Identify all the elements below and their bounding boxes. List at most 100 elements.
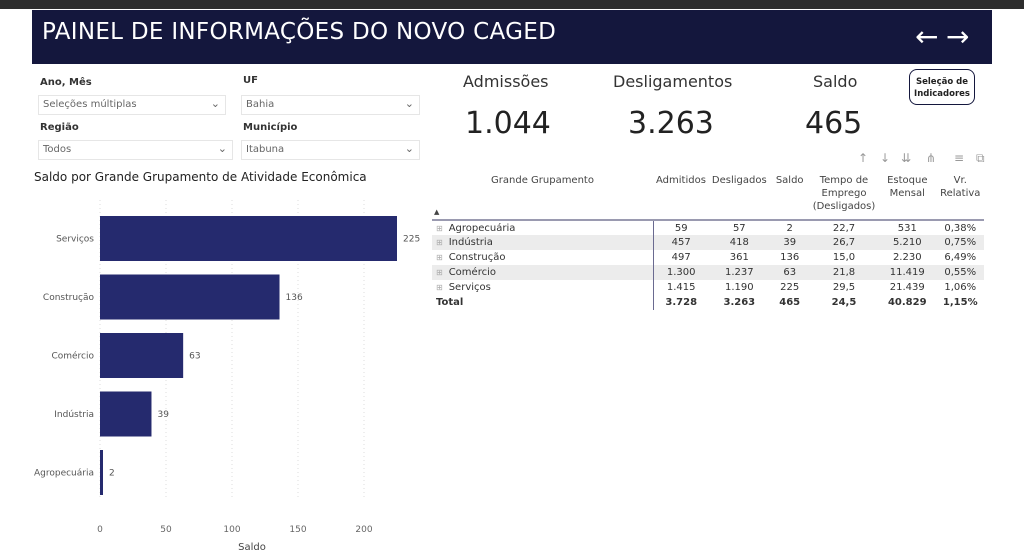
category-label: Indústria: [54, 410, 94, 420]
cell: 21,8: [809, 265, 879, 280]
cell: 1.300: [652, 265, 709, 280]
row-label: Serviços: [448, 282, 491, 293]
expand-icon[interactable]: ⊞: [436, 253, 443, 262]
col-header-tempo-emprego[interactable]: Tempo de Emprego (Desligados): [812, 175, 876, 212]
cell: 2.230: [892, 252, 922, 263]
cell: 136: [780, 252, 800, 263]
kpi-admissoes-value: 1.044: [465, 106, 551, 141]
regiao-dropdown[interactable]: Todos ⌄: [38, 140, 233, 160]
page-title: PAINEL DE INFORMAÇÕES DO NOVO CAGED: [42, 19, 557, 45]
row-name: ⊞ Construção: [432, 250, 653, 265]
browser-top-bar: [0, 0, 1024, 9]
municipio-dropdown[interactable]: Itabuna ⌄: [241, 140, 420, 160]
total-cell: 40.829: [887, 297, 927, 308]
total-row: Total 3.728 3.263 465 24,5 40.829 1,15%: [432, 295, 984, 310]
col-header-estoque-mensal[interactable]: Estoque Mensal: [887, 175, 928, 199]
table-row[interactable]: ⊞ Indústria 457 418 39 26,7 5.210 0,75%: [432, 235, 985, 250]
data-label: 136: [286, 293, 303, 303]
table-row[interactable]: ⊞ Agropecuária 59 57 2 22,7 531 0,38%: [432, 220, 984, 235]
bar: [100, 216, 397, 261]
ano-mes-dropdown[interactable]: Seleções múltiplas ⌄: [38, 95, 226, 115]
chevron-down-icon: ⌄: [404, 97, 414, 110]
row-label: Construção: [448, 252, 506, 263]
col-header-grupamento[interactable]: Grande Grupamento ▲: [432, 172, 653, 220]
expand-icon[interactable]: ⊞: [436, 283, 443, 292]
data-label: 63: [189, 352, 200, 362]
header-banner: PAINEL DE INFORMAÇÕES DO NOVO CAGED ← →: [32, 10, 992, 64]
col-header-saldo[interactable]: Saldo: [775, 175, 804, 186]
expand-hierarchy-icon[interactable]: ⋔: [926, 151, 937, 165]
table-row[interactable]: ⊞ Construção 497 361 136 15,0 2.230 6,49%: [432, 250, 984, 265]
total-cell: 3.728: [652, 295, 709, 310]
kpi-saldo-label: Saldo: [813, 72, 858, 91]
col-header-desligados[interactable]: Desligados: [711, 175, 767, 186]
filter-icon[interactable]: ≡: [954, 151, 965, 165]
regiao-value: Todos: [43, 144, 72, 155]
ano-mes-label: Ano, Mês: [40, 77, 92, 88]
selecao-indicadores-button[interactable]: Seleção de Indicadores: [909, 69, 975, 105]
cell: 29,5: [832, 282, 856, 293]
cell: 21.439: [889, 282, 925, 293]
drill-down-icon[interactable]: ↓: [880, 151, 891, 165]
total-cell: 3.263: [723, 297, 756, 308]
forward-arrow-icon[interactable]: →: [946, 20, 970, 53]
x-axis-label: Saldo: [238, 542, 266, 553]
row-name: ⊞ Comércio: [432, 265, 653, 280]
button-label-line2: Indicadores: [914, 89, 970, 99]
cell: 457: [652, 235, 709, 250]
bar: [100, 274, 280, 320]
drill-up-icon[interactable]: ↑: [858, 151, 869, 165]
row-name: ⊞ Agropecuária: [432, 220, 653, 235]
cell: 0,55%: [936, 265, 985, 280]
x-tick-label: 0: [97, 525, 103, 535]
cell: 1.237: [708, 265, 770, 280]
chart-title: Saldo por Grande Grupamento de Atividade…: [34, 170, 367, 184]
cell: 5.210: [878, 235, 937, 250]
row-label: Agropecuária: [448, 222, 516, 234]
cell: 225: [780, 282, 800, 293]
table-row[interactable]: ⊞ Serviços 1.415 1.190 225 29,5 21.439 1,06%: [432, 280, 984, 295]
uf-label: UF: [243, 75, 258, 86]
cell: 6,49%: [944, 252, 977, 263]
cell: 1,06%: [944, 282, 977, 293]
row-name: ⊞ Indústria: [432, 235, 653, 250]
municipio-label: Município: [243, 122, 298, 133]
cell: 361: [729, 252, 749, 263]
bar: [100, 391, 152, 437]
kpi-saldo-value: 465: [805, 106, 863, 141]
regiao-label: Região: [40, 122, 79, 133]
row-name: ⊞ Serviços: [432, 280, 653, 295]
kpi-desligamentos-value: 3.263: [628, 106, 714, 141]
chevron-down-icon: ⌄: [217, 142, 227, 155]
expand-icon[interactable]: ⊞: [436, 238, 443, 247]
back-arrow-icon[interactable]: ←: [915, 20, 939, 53]
cell: 2: [786, 222, 793, 234]
cell: 63: [769, 265, 810, 280]
expand-icon[interactable]: ⊞: [436, 223, 443, 233]
uf-dropdown[interactable]: Bahia ⌄: [241, 95, 420, 115]
category-label: Comércio: [51, 351, 94, 362]
kpi-desligamentos-label: Desligamentos: [613, 72, 733, 91]
row-label: Indústria: [448, 237, 493, 248]
category-label: Construção: [43, 293, 95, 303]
data-label: 2: [109, 469, 115, 479]
bar: [100, 450, 103, 495]
total-label: Total: [436, 297, 464, 308]
expand-icon[interactable]: ⊞: [436, 268, 443, 277]
chevron-down-icon: ⌄: [404, 142, 414, 155]
table-row[interactable]: ⊞ Comércio 1.300 1.237 63 21,8 11.419 0,55%: [432, 265, 985, 280]
x-tick-label: 50: [160, 525, 172, 535]
col-header-admitidos[interactable]: Admitidos: [656, 175, 706, 186]
focus-mode-icon[interactable]: ⧉: [976, 151, 985, 165]
go-next-level-icon[interactable]: ⇊: [901, 151, 912, 165]
button-label-line1: Seleção de: [916, 77, 968, 87]
cell: 11.419: [878, 265, 937, 280]
sort-ascending-icon: ▲: [434, 208, 440, 216]
total-cell: 465: [779, 297, 801, 308]
x-tick-label: 150: [289, 525, 306, 535]
col-header-vr-relativa[interactable]: Vr. Relativa: [940, 175, 981, 199]
municipio-value: Itabuna: [246, 144, 285, 155]
bar: [100, 333, 184, 378]
cell: 22,7: [832, 222, 856, 234]
category-label: Serviços: [56, 235, 94, 245]
